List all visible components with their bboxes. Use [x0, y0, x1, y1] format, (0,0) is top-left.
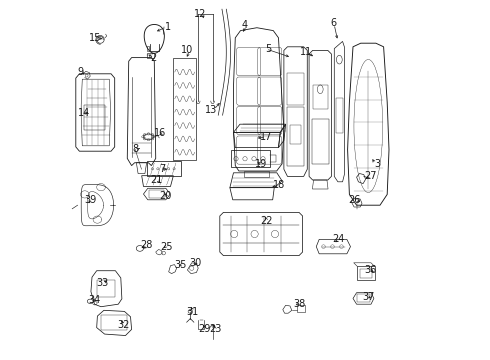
- Text: 30: 30: [190, 258, 202, 268]
- Text: 17: 17: [260, 132, 273, 142]
- Bar: [84, 105, 104, 130]
- Bar: [147, 161, 181, 176]
- Bar: [101, 315, 127, 330]
- Text: 15: 15: [89, 33, 102, 43]
- Text: 28: 28: [140, 240, 152, 250]
- Bar: [287, 107, 304, 166]
- Bar: [297, 305, 305, 312]
- Text: 6: 6: [330, 18, 336, 28]
- Text: 14: 14: [77, 108, 90, 118]
- Text: 19: 19: [255, 159, 268, 169]
- Text: 7: 7: [159, 164, 165, 174]
- Text: 31: 31: [186, 307, 198, 317]
- Text: 29: 29: [198, 324, 211, 334]
- Text: 27: 27: [364, 171, 376, 181]
- Bar: [245, 171, 270, 177]
- Text: 38: 38: [293, 299, 305, 309]
- Text: 37: 37: [362, 292, 374, 302]
- Text: 25: 25: [160, 242, 173, 252]
- Text: 18: 18: [273, 180, 285, 190]
- Text: 10: 10: [181, 45, 194, 55]
- Text: 33: 33: [97, 278, 109, 288]
- Bar: [360, 269, 372, 278]
- Text: 34: 34: [89, 294, 101, 305]
- Bar: [147, 46, 149, 51]
- Text: 9: 9: [77, 67, 83, 77]
- Text: 20: 20: [159, 191, 171, 201]
- Text: 32: 32: [117, 320, 129, 330]
- Text: 39: 39: [85, 195, 97, 205]
- Text: 3: 3: [374, 159, 381, 169]
- Bar: [336, 98, 343, 133]
- Text: 36: 36: [364, 265, 376, 275]
- Bar: [173, 58, 196, 160]
- Text: 13: 13: [205, 105, 217, 115]
- Bar: [231, 150, 270, 167]
- Text: 8: 8: [132, 144, 138, 154]
- Bar: [291, 125, 301, 144]
- Bar: [288, 73, 304, 105]
- Bar: [312, 119, 328, 165]
- Text: 35: 35: [175, 260, 187, 270]
- Text: 22: 22: [260, 216, 273, 226]
- Text: 12: 12: [194, 9, 206, 19]
- Text: 23: 23: [209, 324, 221, 334]
- Text: 24: 24: [332, 234, 345, 244]
- Text: 5: 5: [265, 44, 271, 54]
- Bar: [313, 85, 328, 109]
- Text: 4: 4: [242, 20, 248, 30]
- Bar: [147, 53, 153, 58]
- Text: 16: 16: [154, 128, 167, 138]
- Bar: [97, 280, 116, 297]
- Text: 11: 11: [300, 47, 312, 57]
- Bar: [357, 266, 374, 280]
- Bar: [357, 294, 370, 302]
- Text: 2: 2: [150, 53, 156, 63]
- Bar: [149, 190, 164, 198]
- Text: 26: 26: [348, 195, 361, 205]
- Text: 21: 21: [150, 175, 163, 185]
- Text: 1: 1: [165, 22, 171, 32]
